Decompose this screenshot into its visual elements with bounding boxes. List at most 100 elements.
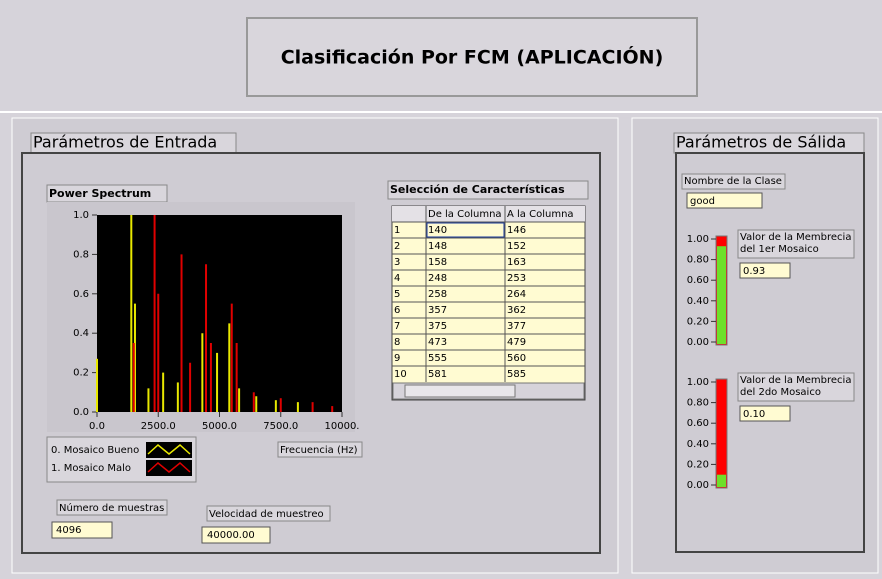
legend-label: 0. Mosaico Bueno xyxy=(51,445,139,456)
panel-title: Parámetros de Entrada xyxy=(33,133,217,152)
cell: 248 xyxy=(428,273,447,284)
scale-label: 0.00 xyxy=(687,480,709,491)
x-axis-label: Frecuencia (Hz) xyxy=(280,445,358,456)
x-tick-label: 2500.0 xyxy=(141,421,176,432)
plot-area xyxy=(97,215,342,412)
cell: 4 xyxy=(394,273,400,284)
class-field xyxy=(686,192,763,209)
cell: 1 xyxy=(394,225,400,236)
column-header: A la Columna xyxy=(507,209,574,220)
cell: 377 xyxy=(507,321,526,332)
x-tick-label: 7500.0 xyxy=(263,421,298,432)
label-box xyxy=(737,372,855,402)
frame xyxy=(21,152,601,554)
samples-value: 4096 xyxy=(56,525,81,536)
scale-label: 0.80 xyxy=(687,255,709,266)
scale-label: 0.60 xyxy=(687,418,709,429)
label-box xyxy=(56,499,168,516)
rate-field[interactable] xyxy=(201,526,271,544)
title-box xyxy=(246,17,698,97)
cell: 146 xyxy=(507,225,526,236)
scale-label: 0.00 xyxy=(687,337,709,348)
scale-label: 0.40 xyxy=(687,439,709,450)
rate-value: 40000.00 xyxy=(207,530,255,541)
panel-title: Parámetros de Sálida xyxy=(676,133,846,152)
slide-label: del 1er Mosaico xyxy=(740,244,819,255)
scroll-thumb[interactable] xyxy=(404,384,516,398)
cell: 3 xyxy=(394,257,400,268)
cell: 152 xyxy=(507,241,526,252)
scale-label: 0.40 xyxy=(687,296,709,307)
cell: 581 xyxy=(428,369,447,380)
slide-value: 0.10 xyxy=(743,409,765,420)
title: Clasificación Por FCM (APLICACIÓN) xyxy=(281,45,664,69)
y-tick-label: 0.6 xyxy=(73,289,89,300)
cell: 148 xyxy=(428,241,447,252)
label-box xyxy=(206,505,331,522)
samples-label: Número de muestras xyxy=(59,502,164,514)
cell: 375 xyxy=(428,321,447,332)
cell: 258 xyxy=(428,289,447,300)
cell: 473 xyxy=(428,337,447,348)
cell: 10 xyxy=(394,369,407,380)
legend-line xyxy=(147,444,191,455)
x-tick-label: 10000. xyxy=(325,421,360,432)
selected-cell xyxy=(426,222,505,238)
cell: 585 xyxy=(507,369,526,380)
legend-line xyxy=(147,462,191,473)
y-tick-label: 0.8 xyxy=(73,249,89,260)
slide-label: Valor de la Membrecia xyxy=(740,375,851,386)
slide-track xyxy=(715,378,728,489)
chart-title: Power Spectrum xyxy=(49,187,151,200)
frame xyxy=(675,152,865,553)
cell: 158 xyxy=(428,257,447,268)
scale-label: 0.20 xyxy=(687,316,709,327)
slide-value: 0.93 xyxy=(743,266,765,277)
cell: 2 xyxy=(394,241,400,252)
value-field xyxy=(739,262,791,279)
x-tick-label: 5000.0 xyxy=(202,421,237,432)
cell: 9 xyxy=(394,353,400,364)
cell: 264 xyxy=(507,289,526,300)
cell: 5 xyxy=(394,289,400,300)
rate-label: Velocidad de muestreo xyxy=(209,509,324,520)
table xyxy=(391,205,586,401)
label-box xyxy=(277,441,363,458)
class-label: Nombre de la Clase xyxy=(684,176,782,187)
value-field xyxy=(739,405,791,422)
scale-label: 0.20 xyxy=(687,459,709,470)
cell: 6 xyxy=(394,305,400,316)
y-tick-label: 1.0 xyxy=(73,210,89,221)
y-tick-label: 0.2 xyxy=(73,368,89,379)
table-header-bg xyxy=(392,206,585,222)
scale-label: 0.80 xyxy=(687,398,709,409)
legend-label: 1. Mosaico Malo xyxy=(51,463,131,474)
cell: 253 xyxy=(507,273,526,284)
cell: 7 xyxy=(394,321,400,332)
samples-field[interactable] xyxy=(51,521,113,539)
cell: 163 xyxy=(507,257,526,268)
class-value: good xyxy=(690,196,715,207)
x-tick-label: 0.0 xyxy=(89,421,105,432)
cell: 560 xyxy=(507,353,526,364)
slide-label: del 2do Mosaico xyxy=(740,387,821,398)
label-box xyxy=(387,180,589,200)
scale-label: 1.00 xyxy=(687,234,709,245)
cell: 357 xyxy=(428,305,447,316)
label-box xyxy=(681,173,786,190)
cell: 140 xyxy=(428,225,447,236)
y-tick-label: 0.4 xyxy=(73,328,89,339)
slide-fill xyxy=(717,246,726,344)
cell: 8 xyxy=(394,337,400,348)
label-box xyxy=(737,229,855,259)
column-header: De la Columna xyxy=(428,209,502,220)
slide-fill xyxy=(717,474,726,487)
scale-label: 0.60 xyxy=(687,275,709,286)
cell: 362 xyxy=(507,305,526,316)
cell: 555 xyxy=(428,353,447,364)
scale-label: 1.00 xyxy=(687,377,709,388)
table-title: Selección de Características xyxy=(390,183,565,196)
cell: 479 xyxy=(507,337,526,348)
y-tick-label: 0.0 xyxy=(73,407,89,418)
